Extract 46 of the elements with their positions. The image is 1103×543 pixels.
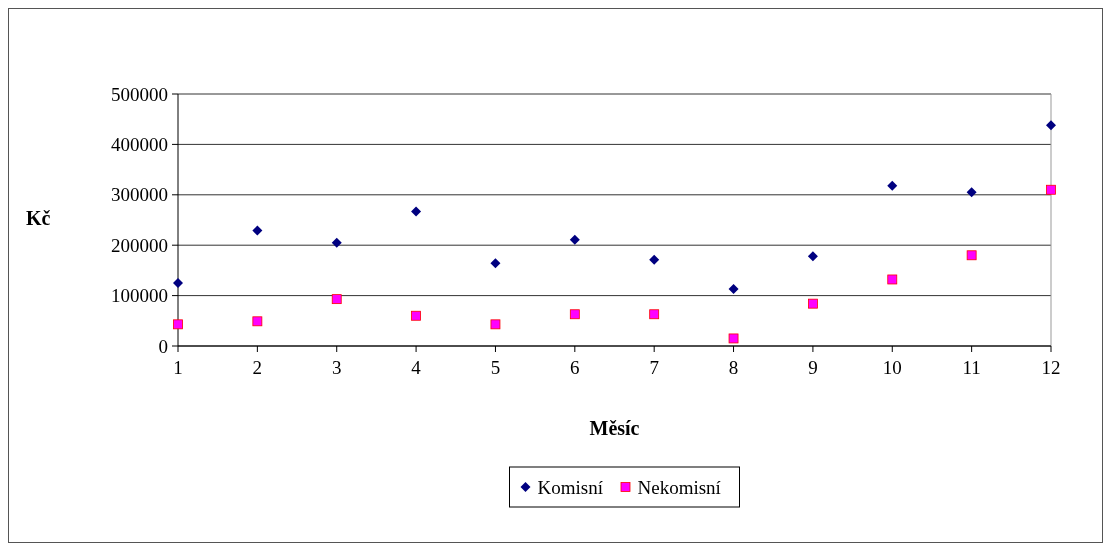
x-tick-label: 5 [490,357,501,378]
y-tick-label: 400000 [111,134,168,156]
point [1046,184,1056,195]
point [728,284,739,295]
point [649,254,660,265]
x-tick-label: 12 [1041,357,1061,378]
x-tick-label: 7 [649,357,659,378]
point [411,206,422,217]
point [808,298,818,309]
point [173,278,183,288]
point [411,310,421,321]
y-tick-label: 300000 [111,184,168,206]
point [569,234,580,245]
point [331,294,342,305]
y-tick-label: 200000 [111,234,168,256]
point [649,309,660,320]
legend-label: Komisní [537,476,604,498]
x-tick-label: 6 [570,357,580,378]
point [490,319,501,330]
point [331,237,342,248]
y-tick-label: 100000 [111,285,168,307]
point [887,274,898,285]
y-tick-label: 500000 [111,83,168,105]
x-tick-label: 1 [173,357,183,378]
point [252,316,263,327]
point [569,309,580,320]
y-tick-label: 0 [158,335,168,357]
point [173,319,183,330]
x-axis-title: Měsíc [589,417,640,439]
point [807,251,818,262]
point [966,187,977,198]
x-tick-label: 3 [331,357,342,378]
point [252,225,263,236]
x-tick-label: 8 [728,357,739,378]
point [966,250,977,261]
point [490,258,501,269]
x-tick-label: 9 [808,357,818,378]
x-tick-label: 4 [411,357,422,378]
x-tick-label: 11 [962,357,981,378]
x-tick-label: 2 [252,357,263,378]
legend-label: Nekomisní [637,476,722,498]
x-tick-label: 10 [882,357,902,378]
y-axis-title: Kč [26,207,51,229]
point [1046,120,1056,131]
point [887,180,898,191]
point [728,333,739,344]
